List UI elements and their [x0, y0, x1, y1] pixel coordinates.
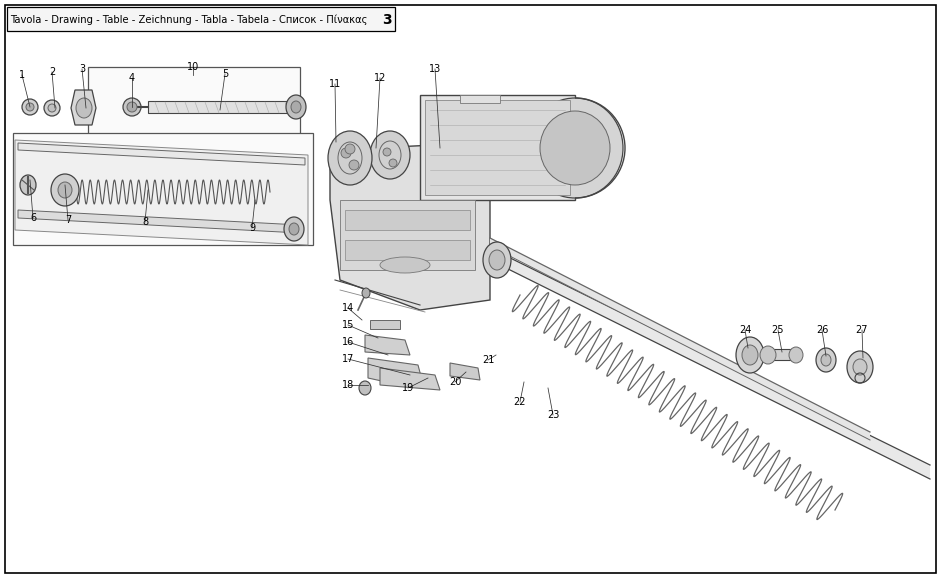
- Text: 23: 23: [546, 410, 560, 420]
- Text: 22: 22: [513, 397, 527, 407]
- Ellipse shape: [821, 354, 831, 366]
- Polygon shape: [15, 140, 308, 245]
- Ellipse shape: [341, 148, 351, 158]
- Ellipse shape: [853, 359, 867, 375]
- Text: 8: 8: [142, 217, 148, 227]
- Ellipse shape: [359, 381, 371, 395]
- Polygon shape: [450, 363, 480, 380]
- Text: 3: 3: [382, 13, 392, 27]
- Text: 18: 18: [342, 380, 354, 390]
- Polygon shape: [365, 335, 410, 355]
- Text: 24: 24: [739, 325, 751, 335]
- Ellipse shape: [527, 98, 623, 198]
- Text: 3: 3: [79, 64, 85, 74]
- Bar: [370, 320, 400, 329]
- Text: 15: 15: [342, 320, 354, 330]
- Text: 21: 21: [481, 355, 495, 365]
- Ellipse shape: [76, 98, 92, 118]
- Ellipse shape: [44, 100, 60, 116]
- Ellipse shape: [736, 337, 764, 373]
- Ellipse shape: [742, 345, 758, 365]
- Ellipse shape: [362, 288, 370, 298]
- Bar: [13, 133, 313, 245]
- Polygon shape: [330, 145, 490, 310]
- Ellipse shape: [26, 103, 34, 111]
- Polygon shape: [490, 248, 930, 479]
- Text: 12: 12: [374, 73, 386, 83]
- Polygon shape: [18, 210, 300, 233]
- Ellipse shape: [284, 217, 304, 241]
- Ellipse shape: [58, 182, 72, 198]
- Text: 26: 26: [816, 325, 828, 335]
- Polygon shape: [490, 238, 870, 440]
- Text: 19: 19: [402, 383, 414, 393]
- Ellipse shape: [816, 348, 836, 372]
- Ellipse shape: [383, 148, 391, 156]
- Bar: [420, 95, 575, 200]
- Ellipse shape: [127, 102, 137, 112]
- Bar: [340, 200, 475, 270]
- Ellipse shape: [289, 223, 299, 235]
- Bar: [148, 101, 296, 113]
- Bar: [88, 67, 300, 135]
- Ellipse shape: [349, 160, 359, 170]
- Text: 16: 16: [342, 337, 354, 347]
- Ellipse shape: [291, 101, 301, 113]
- Text: 6: 6: [30, 213, 36, 223]
- Ellipse shape: [51, 174, 79, 206]
- Bar: [345, 240, 470, 260]
- Ellipse shape: [286, 95, 306, 119]
- Ellipse shape: [389, 159, 397, 167]
- Bar: [7, 7, 395, 31]
- Text: 7: 7: [65, 215, 72, 225]
- Text: 10: 10: [187, 62, 199, 72]
- Text: 1: 1: [19, 70, 25, 80]
- Text: 27: 27: [855, 325, 869, 335]
- Ellipse shape: [22, 99, 38, 115]
- Ellipse shape: [20, 175, 36, 195]
- Ellipse shape: [847, 351, 873, 383]
- Text: 25: 25: [771, 325, 785, 335]
- Bar: [425, 100, 570, 195]
- Bar: [768, 349, 796, 360]
- Ellipse shape: [489, 250, 505, 270]
- Ellipse shape: [370, 131, 410, 179]
- Ellipse shape: [48, 104, 56, 112]
- Text: 20: 20: [448, 377, 462, 387]
- Ellipse shape: [328, 131, 372, 185]
- Ellipse shape: [123, 98, 141, 116]
- Polygon shape: [380, 368, 440, 390]
- Text: 13: 13: [429, 64, 441, 74]
- Text: 9: 9: [249, 223, 255, 233]
- Bar: [460, 95, 500, 103]
- Text: 4: 4: [129, 73, 135, 83]
- Text: 11: 11: [329, 79, 341, 89]
- Text: Tavola - Drawing - Table - Zeichnung - Tabla - Tabela - Список - Πίνακας: Tavola - Drawing - Table - Zeichnung - T…: [10, 14, 367, 25]
- Ellipse shape: [483, 242, 511, 278]
- Text: 2: 2: [49, 67, 56, 77]
- Polygon shape: [71, 90, 96, 125]
- Polygon shape: [368, 358, 422, 385]
- Text: 17: 17: [342, 354, 354, 364]
- Ellipse shape: [380, 257, 430, 273]
- Ellipse shape: [760, 346, 776, 364]
- Text: 5: 5: [222, 69, 228, 79]
- Ellipse shape: [345, 144, 355, 154]
- Ellipse shape: [540, 111, 610, 185]
- Polygon shape: [18, 143, 305, 165]
- Bar: [345, 210, 470, 230]
- Ellipse shape: [789, 347, 803, 363]
- Text: 14: 14: [342, 303, 354, 313]
